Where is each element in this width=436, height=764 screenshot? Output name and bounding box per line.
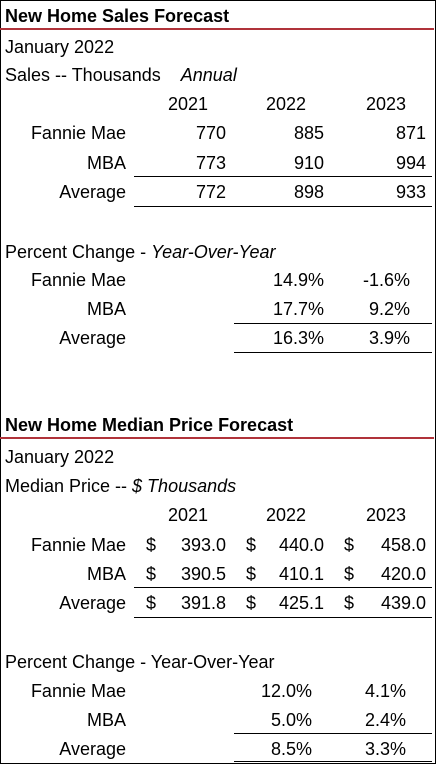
price-year-header: 2021 [167, 505, 208, 525]
sales-pct-cell: 16.3% [272, 328, 324, 348]
sales-pct-bottom-rule [234, 352, 432, 353]
price-cell: 440.0 [278, 535, 324, 555]
currency-symbol: $ [344, 593, 355, 613]
sales-bottom-rule [134, 206, 432, 207]
sales-pct-label-italic: Year-Over-Year [151, 242, 276, 262]
sales-cell: 773 [195, 153, 226, 173]
price-cell: 420.0 [380, 564, 426, 584]
sales-cell: 770 [195, 123, 226, 143]
sales-pct-row-label: MBA [86, 299, 126, 319]
sales-pct-cell: 14.9% [272, 270, 324, 290]
sales-pct-cell: -1.6% [362, 270, 410, 290]
sales-pct-heading: Percent Change - Year-Over-Year [5, 241, 276, 263]
sales-cell: 910 [293, 153, 324, 173]
sales-row-label: Average [59, 182, 126, 202]
price-total-rule [134, 587, 432, 588]
price-bottom-rule [134, 617, 432, 618]
price-title: New Home Median Price Forecast [0, 411, 434, 439]
price-pct-total-rule [234, 733, 432, 734]
sales-pct-total-rule [234, 323, 432, 324]
price-cell: 410.1 [278, 564, 324, 584]
price-year-header: 2022 [265, 505, 306, 525]
price-pct-heading: Percent Change - Year-Over-Year [5, 652, 275, 672]
price-cell: 393.0 [180, 535, 226, 555]
sales-pct-cell: 9.2% [368, 299, 410, 319]
price-pct-cell: 2.4% [364, 710, 406, 730]
price-pct-cell: 4.1% [364, 681, 406, 701]
price-cell: 458.0 [380, 535, 426, 555]
currency-symbol: $ [246, 535, 257, 555]
price-year-header: 2023 [365, 505, 406, 525]
sales-pct-cell: 17.7% [272, 299, 324, 319]
sales-cell: 885 [293, 123, 324, 143]
sales-units: Sales -- Thousands Annual [5, 64, 237, 86]
price-pct-cell: 8.5% [270, 739, 312, 759]
sales-pct-label: Percent Change - [5, 242, 152, 262]
price-pct-cell: 12.0% [260, 681, 312, 701]
sales-total-rule [134, 176, 432, 177]
sales-pct-row-label: Average [59, 328, 126, 348]
sales-row-label: MBA [86, 153, 126, 173]
sales-title: New Home Sales Forecast [0, 2, 434, 30]
currency-symbol: $ [146, 564, 157, 584]
currency-symbol: $ [344, 535, 355, 555]
sales-row-label: Fannie Mae [30, 123, 126, 143]
price-date: January 2022 [5, 447, 115, 467]
currency-symbol: $ [146, 535, 157, 555]
price-units-label: Median Price -- [5, 476, 133, 496]
price-pct-row-label: MBA [86, 710, 126, 730]
price-pct-row-label: Average [59, 739, 126, 759]
currency-symbol: $ [246, 564, 257, 584]
sales-cell: 898 [293, 182, 324, 202]
price-row-label: MBA [86, 564, 126, 584]
price-units: Median Price -- $ Thousands [5, 475, 236, 497]
sales-year-header: 2021 [167, 94, 208, 114]
sales-pct-cell: 3.9% [368, 328, 410, 348]
sales-units-label: Sales -- Thousands [5, 65, 161, 85]
price-row-label: Average [59, 593, 126, 613]
sales-year-header: 2023 [365, 94, 406, 114]
price-cell: 391.8 [180, 593, 226, 613]
price-pct-cell: 5.0% [270, 710, 312, 730]
sales-year-header: 2022 [265, 94, 306, 114]
sales-cell: 772 [195, 182, 226, 202]
price-pct-cell: 3.3% [364, 739, 406, 759]
price-pct-row-label: Fannie Mae [30, 681, 126, 701]
price-units-italic: $ Thousands [132, 476, 237, 496]
price-cell: 439.0 [380, 593, 426, 613]
sales-cell: 871 [395, 123, 426, 143]
currency-symbol: $ [146, 593, 157, 613]
sales-cell: 994 [395, 153, 426, 173]
currency-symbol: $ [344, 564, 355, 584]
price-cell: 390.5 [180, 564, 226, 584]
price-row-label: Fannie Mae [30, 535, 126, 555]
sales-units-period: Annual [180, 65, 237, 85]
sales-cell: 933 [395, 182, 426, 202]
price-pct-bottom-rule [234, 761, 432, 762]
sales-pct-row-label: Fannie Mae [30, 270, 126, 290]
currency-symbol: $ [246, 593, 257, 613]
price-cell: 425.1 [278, 593, 324, 613]
sales-date: January 2022 [5, 37, 115, 57]
